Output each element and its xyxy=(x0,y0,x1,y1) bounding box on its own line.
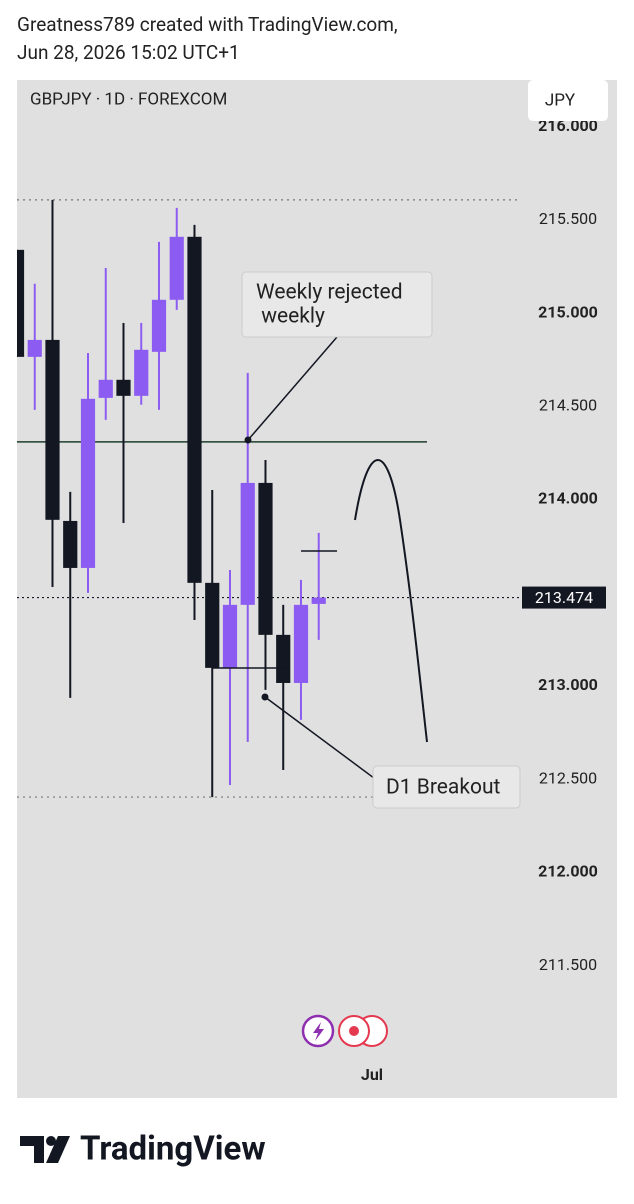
candle-body xyxy=(205,582,220,668)
candle-body xyxy=(276,634,291,683)
currency-button[interactable] xyxy=(528,80,608,121)
currency-label: JPY xyxy=(545,90,576,110)
y-tick-label: 212.000 xyxy=(538,862,598,881)
projection-arc xyxy=(354,459,428,743)
logo-mark xyxy=(46,1136,70,1163)
candle-body xyxy=(134,349,149,396)
callout-line xyxy=(247,336,338,441)
last-price-label: 213.474 xyxy=(535,588,593,607)
candle-body xyxy=(240,482,255,605)
candle-body xyxy=(17,249,25,357)
candle-body xyxy=(222,604,238,668)
callout-line xyxy=(264,696,383,785)
candle-body xyxy=(293,604,309,683)
last-price-tag: 213.474 xyxy=(522,586,606,609)
callout-dot xyxy=(244,436,252,444)
time-axis: Jul xyxy=(361,1065,383,1084)
logo-mark xyxy=(46,1136,56,1146)
candle-body xyxy=(80,398,96,568)
y-tick-label: 211.500 xyxy=(539,955,597,974)
annotation-box xyxy=(241,271,433,338)
logo-mark xyxy=(20,1136,44,1163)
candle-body xyxy=(116,379,131,396)
plot xyxy=(17,199,520,798)
candle-body xyxy=(45,339,60,520)
annotation-text: weekly xyxy=(256,305,325,329)
candle-body xyxy=(27,339,42,357)
event-icon-dot xyxy=(349,1026,359,1036)
candle-body xyxy=(258,482,273,635)
y-tick-label: 214.500 xyxy=(539,396,597,415)
candle-body xyxy=(187,236,202,583)
header-line: Greatness789 created with TradingView.co… xyxy=(17,13,398,36)
event-icon-bolt xyxy=(313,1022,324,1041)
y-tick-label: 215.000 xyxy=(538,302,598,321)
candle-body xyxy=(98,379,113,398)
candle-body xyxy=(311,597,326,604)
x-tick-label: Jul xyxy=(361,1065,383,1084)
candle-body xyxy=(169,236,184,300)
last-price-box xyxy=(522,586,606,609)
y-tick-label: 214.000 xyxy=(538,489,598,508)
annotation-text: Weekly rejected xyxy=(256,281,403,305)
chart-title: GBPJPY · 1D · FOREXCOM xyxy=(30,89,227,109)
candle-body xyxy=(63,520,78,568)
callout-dot xyxy=(261,693,269,701)
header-line: Jun 28, 2026 15:02 UTC+1 xyxy=(17,41,240,64)
y-tick-label: 212.500 xyxy=(539,768,597,787)
y-tick-label: 215.500 xyxy=(539,209,597,228)
price-axis: 211.500 212.000 212.500 213.000 214.000 214.5… xyxy=(538,116,598,974)
annotation-text: D1 Breakout xyxy=(386,776,501,800)
chart-panel xyxy=(17,80,617,1098)
y-tick-label: 213.000 xyxy=(538,675,598,694)
brand: TradingView xyxy=(80,1130,266,1169)
annotation-box xyxy=(372,765,521,809)
candle-body xyxy=(151,299,167,352)
